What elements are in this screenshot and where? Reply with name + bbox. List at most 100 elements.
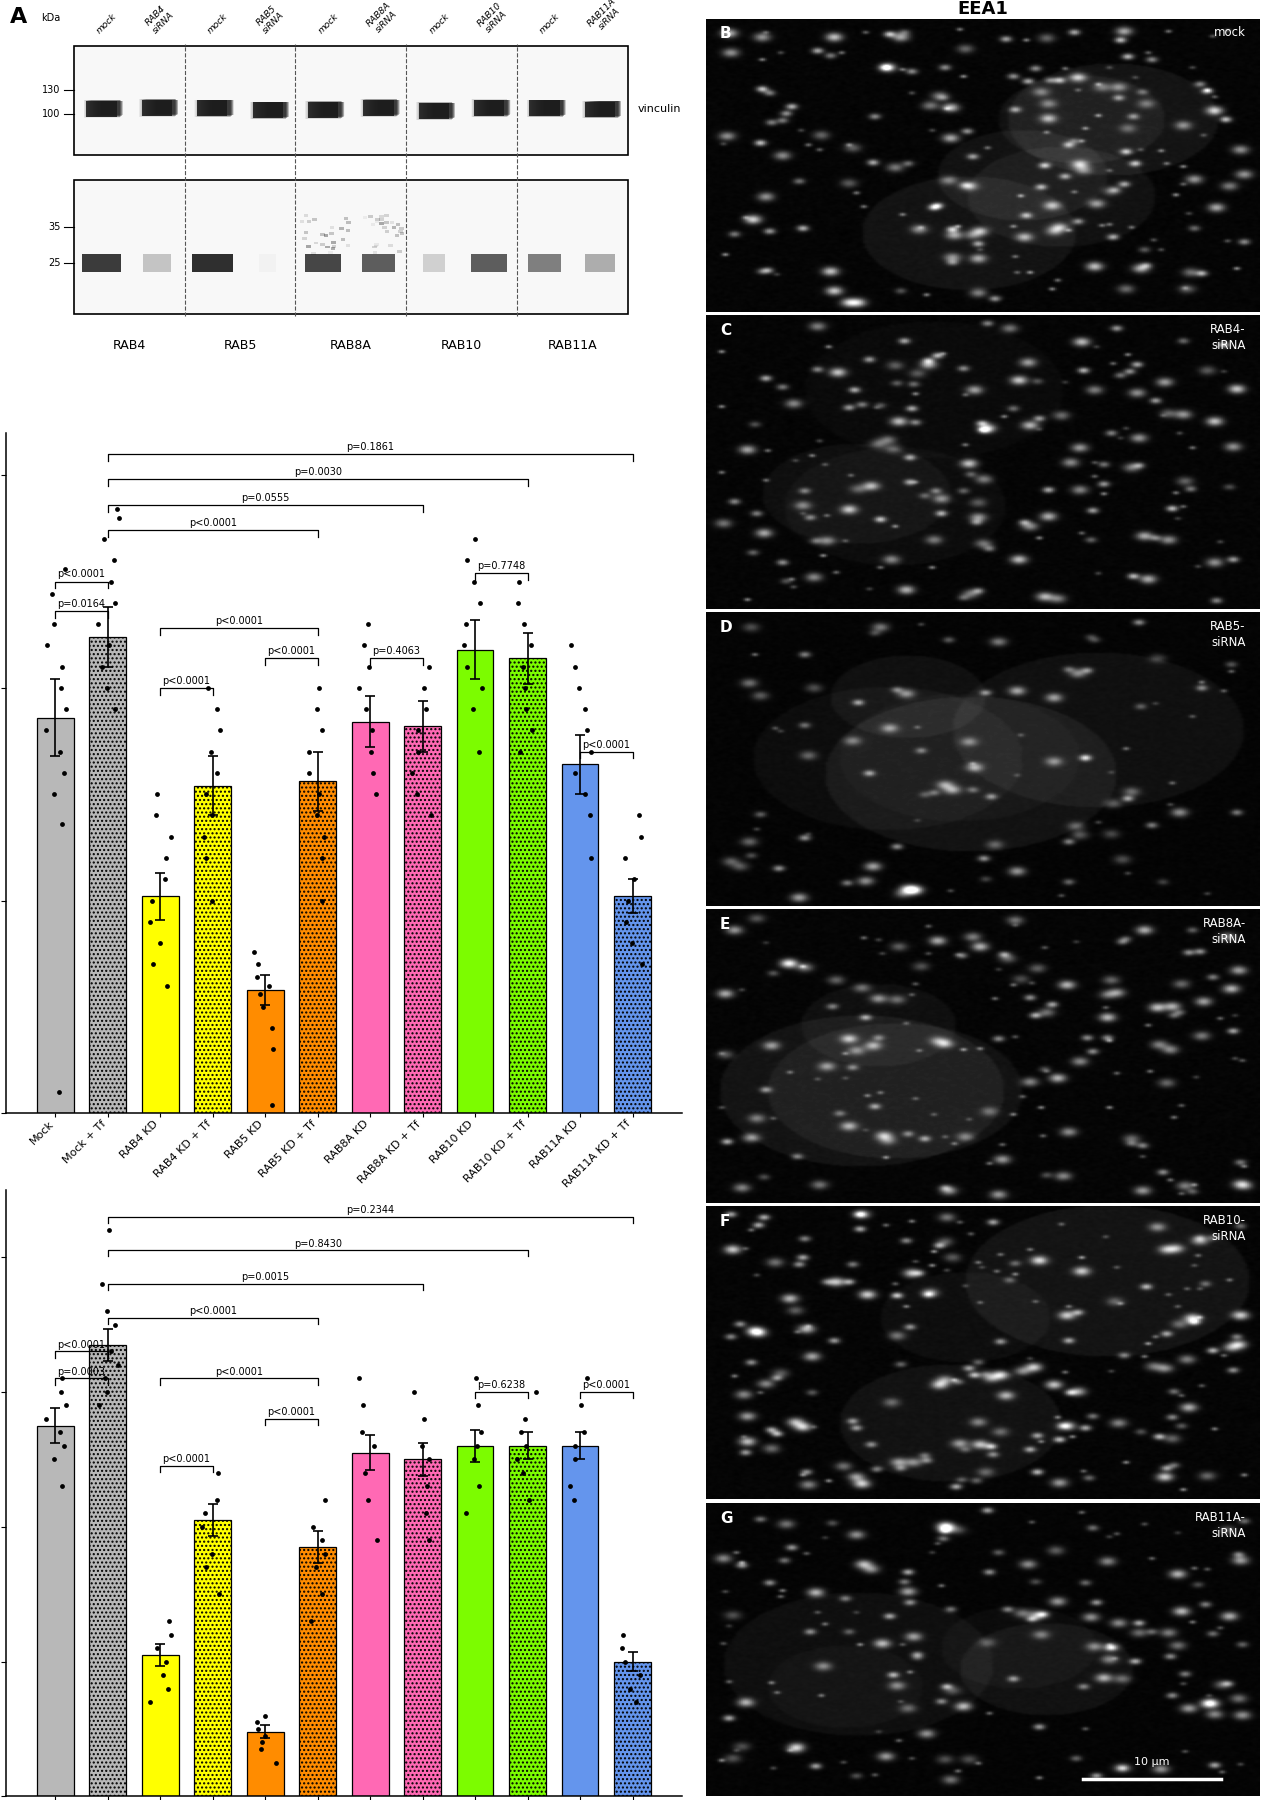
Point: [95, 524, 115, 553]
Bar: [485, 101, 510, 115]
Point: [358, 610, 379, 639]
Bar: [142, 99, 176, 117]
Bar: [370, 99, 399, 115]
Bar: [247, 990, 284, 1112]
Bar: [538, 101, 565, 115]
Text: p<0.0001: p<0.0001: [582, 740, 630, 749]
Point: [251, 979, 271, 1008]
Point: [361, 716, 381, 745]
Bar: [457, 650, 494, 1112]
Bar: [404, 725, 441, 1112]
Bar: [199, 99, 232, 117]
Bar: [481, 99, 509, 115]
Point: [262, 1091, 282, 1120]
Bar: [156, 101, 179, 113]
Bar: [598, 101, 620, 115]
Point: [49, 1418, 70, 1447]
Text: p=0.7748: p=0.7748: [477, 562, 525, 571]
Bar: [86, 101, 120, 117]
Bar: [427, 103, 453, 119]
Bar: [197, 101, 228, 117]
Bar: [481, 101, 509, 115]
Text: p=0.0030: p=0.0030: [294, 468, 342, 477]
Bar: [209, 101, 233, 115]
Bar: [596, 101, 620, 117]
Point: [411, 1431, 432, 1460]
Bar: [533, 99, 563, 115]
Point: [203, 801, 223, 830]
Point: [468, 1472, 489, 1501]
Bar: [584, 101, 618, 117]
Bar: [314, 103, 343, 117]
Bar: [252, 103, 282, 119]
Bar: [362, 99, 396, 117]
Bar: [527, 99, 562, 117]
Bar: [329, 232, 333, 236]
Bar: [599, 101, 622, 115]
Point: [203, 886, 223, 914]
Bar: [536, 101, 565, 115]
Bar: [258, 103, 287, 117]
Text: RAB11A-
siRNA: RAB11A- siRNA: [1195, 1510, 1246, 1539]
Bar: [529, 99, 563, 117]
Bar: [195, 1519, 232, 1796]
Bar: [84, 101, 119, 117]
Bar: [309, 101, 342, 119]
Bar: [311, 101, 342, 117]
Bar: [541, 101, 566, 115]
Bar: [305, 254, 341, 272]
Text: p<0.0001: p<0.0001: [189, 518, 237, 529]
Point: [357, 1485, 377, 1514]
Bar: [144, 99, 176, 115]
Bar: [417, 103, 452, 119]
Text: mock: mock: [316, 11, 341, 36]
Point: [575, 695, 595, 724]
Point: [363, 758, 384, 787]
Point: [513, 1458, 533, 1487]
Point: [571, 1391, 591, 1420]
Bar: [195, 99, 230, 117]
Bar: [528, 99, 563, 117]
Text: RAB11A: RAB11A: [547, 338, 598, 351]
Bar: [197, 99, 230, 117]
Bar: [99, 101, 123, 115]
Point: [580, 801, 600, 830]
Bar: [143, 99, 176, 115]
Point: [620, 1674, 641, 1703]
Bar: [37, 1426, 73, 1796]
Bar: [362, 99, 396, 117]
Point: [309, 673, 329, 702]
Point: [519, 1485, 539, 1514]
Point: [301, 1607, 322, 1636]
Bar: [585, 254, 615, 272]
Text: C: C: [720, 322, 732, 338]
Bar: [352, 1453, 389, 1796]
Bar: [322, 103, 344, 117]
Bar: [142, 99, 176, 117]
Bar: [473, 99, 508, 117]
Bar: [204, 101, 232, 115]
Point: [96, 1296, 116, 1325]
Bar: [591, 101, 620, 117]
Bar: [372, 252, 377, 254]
Point: [309, 779, 329, 808]
Bar: [419, 103, 452, 119]
Bar: [363, 99, 398, 117]
Point: [95, 1364, 115, 1393]
Bar: [90, 101, 120, 117]
Bar: [418, 103, 452, 119]
Bar: [489, 101, 510, 115]
Bar: [529, 99, 563, 117]
Bar: [144, 99, 176, 115]
Bar: [417, 103, 452, 119]
Bar: [529, 101, 560, 117]
Bar: [308, 101, 342, 119]
Bar: [376, 101, 400, 115]
Bar: [373, 99, 399, 115]
Bar: [85, 101, 120, 117]
Bar: [424, 103, 453, 119]
Point: [254, 1701, 275, 1730]
Point: [206, 1485, 227, 1514]
Bar: [380, 216, 384, 218]
Bar: [210, 101, 233, 115]
